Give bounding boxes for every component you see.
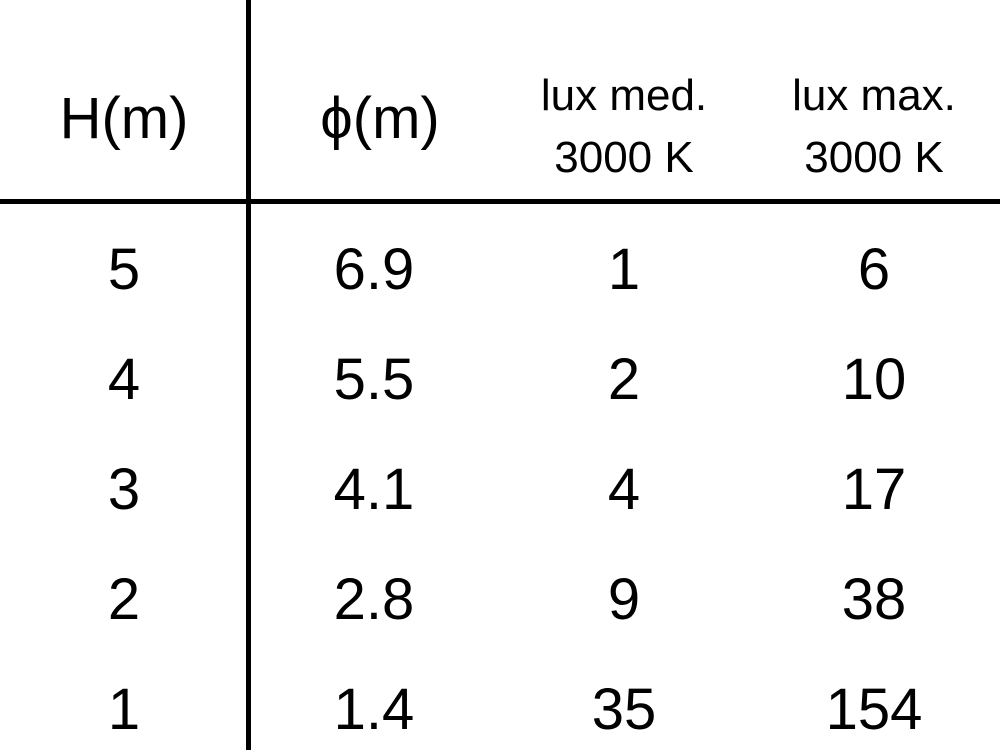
table-cell: 2.8 — [333, 567, 415, 632]
header-diameter: ϕ(m) — [320, 86, 440, 151]
table-cell: 4.1 — [333, 457, 415, 522]
table-cell: 154 — [825, 677, 923, 742]
table-cell: 4 — [107, 347, 141, 412]
header-lux-max: lux max. 3000 K — [792, 71, 956, 182]
table-cell: 4 — [607, 457, 641, 522]
table-cell: 5.5 — [333, 347, 415, 412]
table-cell: 2 — [607, 347, 641, 412]
table-cell: 3 — [107, 457, 141, 522]
table-cell: 35 — [591, 677, 657, 742]
table-cell: 2 — [107, 567, 141, 632]
table-cell: 6 — [857, 237, 891, 302]
header-lux-med: lux med. 3000 K — [540, 71, 708, 182]
table-cell: 9 — [607, 567, 641, 632]
table-cell: 17 — [841, 457, 907, 522]
table-cell: 1.4 — [333, 677, 415, 742]
table-cell: 38 — [841, 567, 907, 632]
table-cell: 6.9 — [333, 237, 415, 302]
header-divider — [0, 199, 1000, 204]
vertical-divider — [246, 0, 251, 750]
table-cell: 5 — [107, 237, 141, 302]
table-cell: 10 — [841, 347, 907, 412]
table-cell: 1 — [607, 237, 641, 302]
header-height: H(m) — [59, 86, 189, 151]
table-cell: 1 — [107, 677, 141, 742]
